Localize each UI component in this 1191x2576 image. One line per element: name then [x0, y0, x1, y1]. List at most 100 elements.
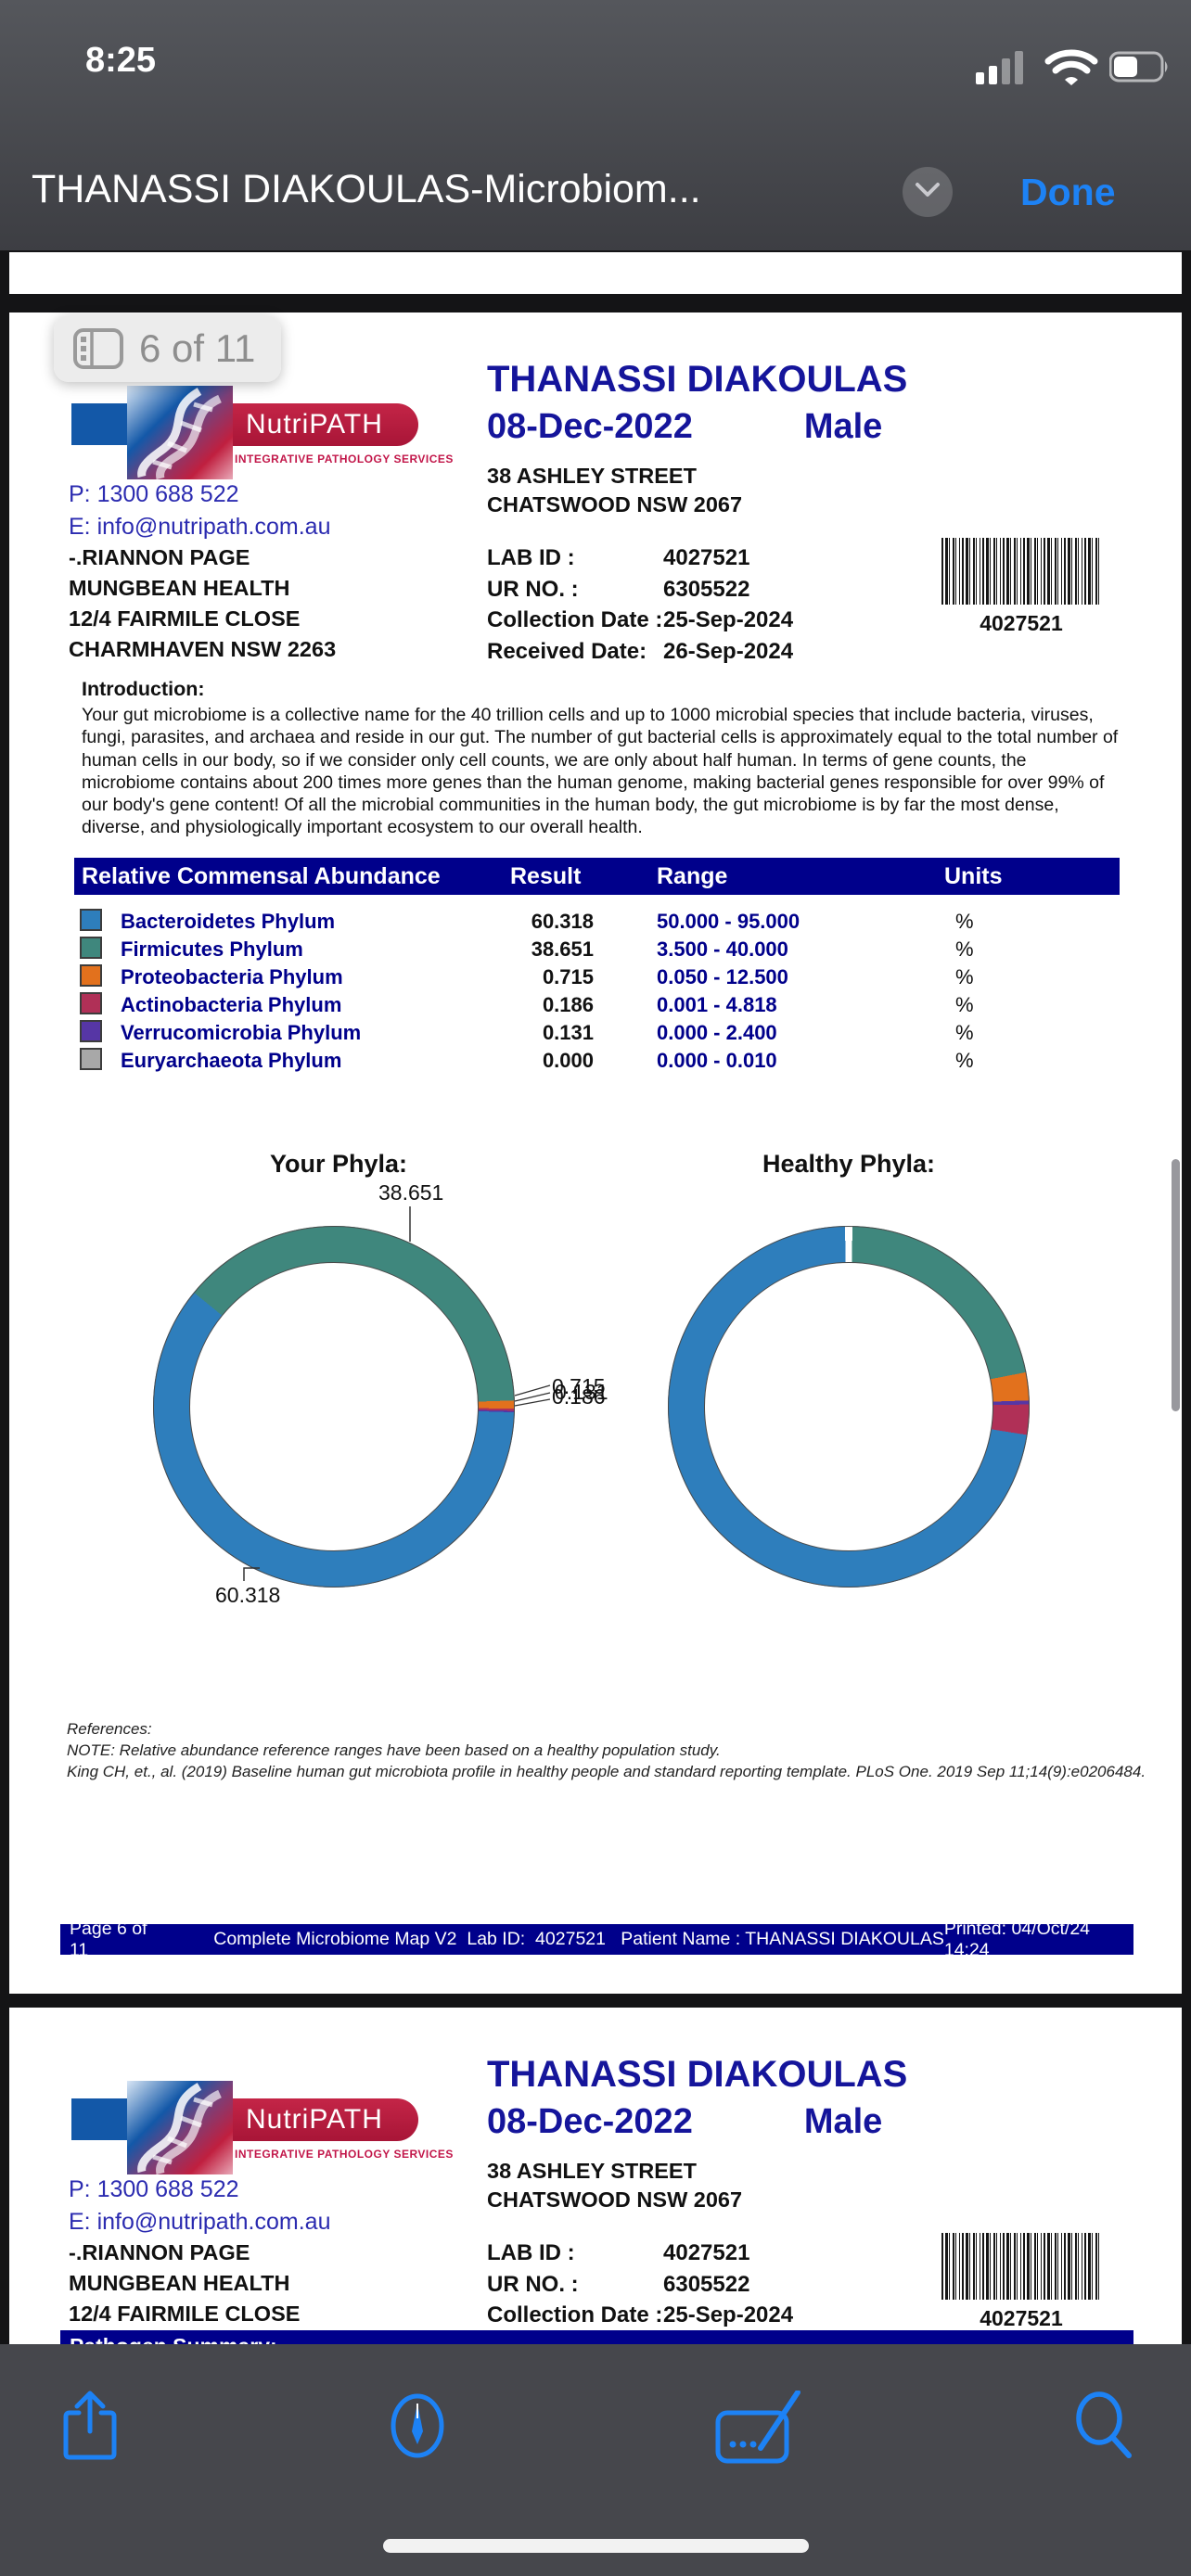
nutripath-tagline: INTEGRATIVE PATHOLOGY SERVICES — [235, 2148, 454, 2161]
abundance-table-header: Relative Commensal Abundance Result Rang… — [74, 858, 1120, 895]
lab-barcode — [941, 2233, 1101, 2300]
chevron-down-icon — [914, 181, 941, 204]
phylum-range: 3.500 - 40.000 — [657, 937, 788, 961]
phylum-result: 38.651 — [531, 937, 594, 961]
phylum-range: 0.000 - 2.400 — [657, 1021, 777, 1044]
report-header: NutriPATH INTEGRATIVE PATHOLOGY SERVICES… — [9, 2008, 1182, 2344]
phylum-units: % — [955, 937, 974, 961]
phylum-result: 0.000 — [542, 1049, 594, 1072]
scrollbar-thumb[interactable] — [1172, 1159, 1180, 1411]
report-page-6: NutriPATH INTEGRATIVE PATHOLOGY SERVICES… — [9, 312, 1182, 1994]
phylum-range: 50.000 - 95.000 — [657, 910, 800, 933]
introduction-body: Your gut microbiome is a collective name… — [82, 705, 1119, 838]
done-button[interactable]: Done — [1020, 171, 1116, 213]
your-phyla-title: Your Phyla: — [269, 1150, 408, 1178]
callout-verrucomicrobia: 0.131 — [555, 1380, 608, 1404]
lab-barcode-number: 4027521 — [980, 611, 1063, 635]
practitioner-address: -.RIANNON PAGE MUNGBEAN HEALTH 12/4 FAIR… — [69, 545, 337, 661]
lab-barcode — [941, 538, 1101, 605]
table-row: Firmicutes Phylum 38.651 3.500 - 40.000 … — [74, 936, 1120, 963]
battery-icon — [1108, 46, 1171, 92]
phylum-name: Bacteroidetes Phylum — [121, 910, 336, 933]
previous-page-bottom-edge — [9, 252, 1182, 294]
table-row: Verrucomicrobia Phylum 0.131 0.000 - 2.4… — [74, 1019, 1120, 1047]
phylum-name: Euryarchaeota Phylum — [121, 1049, 342, 1072]
patient-name: THANASSI DIAKOULAS — [487, 2054, 908, 2095]
patient-address-line2: CHATSWOOD NSW 2067 — [487, 492, 743, 516]
nutripath-logo-dna-icon — [127, 386, 233, 479]
phylum-result: 0.715 — [542, 965, 594, 988]
footer-doc-info: Complete Microbiome Map V2 Lab ID: 40275… — [213, 1929, 944, 1949]
status-and-nav-bar: 8:25 — [0, 0, 1191, 250]
phylum-range: 0.000 - 0.010 — [657, 1049, 777, 1072]
nutripath-tagline: INTEGRATIVE PATHOLOGY SERVICES — [235, 453, 454, 465]
lab-id-value: 4027521 — [663, 545, 750, 570]
nutripath-wordmark: NutriPATH — [233, 403, 418, 446]
report-header: NutriPATH INTEGRATIVE PATHOLOGY SERVICES… — [9, 312, 1182, 683]
lab-details: LAB ID :4027521 UR NO. :6305522 Collecti… — [487, 2240, 794, 2344]
footer-page: Page 6 of 11 — [70, 1918, 147, 1960]
report-page-7: NutriPATH INTEGRATIVE PATHOLOGY SERVICES… — [9, 2008, 1182, 2344]
table-row: Euryarchaeota Phylum 0.000 0.000 - 0.010… — [74, 1047, 1120, 1075]
phylum-color-swatch — [80, 1020, 102, 1042]
nutripath-wordmark: NutriPATH — [233, 2098, 418, 2141]
healthy-phyla-donut-chart — [668, 1226, 1030, 1588]
references-heading: References: — [67, 1720, 152, 1738]
title-menu-button[interactable] — [903, 167, 953, 217]
home-indicator[interactable] — [383, 2539, 809, 2553]
phylum-units: % — [955, 965, 974, 988]
phylum-units: % — [955, 910, 974, 933]
nutripath-logo-blue-rect — [71, 403, 127, 445]
patient-dob-sex: 08-Dec-2022 Male — [487, 407, 882, 447]
document-title: THANASSI DIAKOULAS-Microbiom... — [32, 167, 701, 211]
search-button[interactable] — [1071, 2391, 1136, 2466]
phylum-color-swatch — [80, 909, 102, 931]
phylum-name: Firmicutes Phylum — [121, 937, 303, 961]
patient-address-line1: 38 ASHLEY STREET — [487, 464, 697, 488]
phylum-color-swatch — [80, 1048, 102, 1070]
references-block: References: NOTE: Relative abundance ref… — [67, 1718, 1146, 1782]
lab-details: LAB ID :4027521 UR NO. :6305522 Collecti… — [487, 542, 793, 667]
your-phyla-donut-chart — [153, 1226, 515, 1588]
patient-name: THANASSI DIAKOULAS — [487, 359, 908, 400]
received-date-value: 26-Sep-2024 — [663, 638, 794, 664]
collection-date-value: 25-Sep-2024 — [663, 607, 794, 632]
phylum-range: 0.050 - 12.500 — [657, 965, 788, 988]
donut-hole — [704, 1262, 993, 1551]
donut-hole — [189, 1262, 479, 1551]
signature-button[interactable] — [714, 2390, 803, 2469]
patient-dob: 08-Dec-2022 — [487, 2102, 693, 2141]
abundance-table-rows: Bacteroidetes Phylum 60.318 50.000 - 95.… — [74, 908, 1120, 1075]
callout-firmicutes: 38.651 — [378, 1180, 444, 1205]
page-number-label: 6 of 11 — [139, 326, 256, 370]
patient-dob: 08-Dec-2022 — [487, 407, 693, 446]
introduction-heading: Introduction: — [82, 678, 205, 700]
share-button[interactable] — [60, 2391, 120, 2466]
nutripath-logo-blue-rect — [71, 2098, 127, 2140]
callout-actinobacteria: 0.186 — [552, 1384, 606, 1409]
references-citation: King CH, et., al. (2019) Baseline human … — [67, 1763, 1146, 1780]
phylum-color-swatch — [80, 992, 102, 1014]
footer-printed: Printed: 04/Oct/24 14:24 — [943, 1918, 1091, 1960]
patient-dob-sex: 08-Dec-2022 Male — [487, 2102, 882, 2142]
pathogen-summary-heading: Pathogen Summary: — [60, 2334, 277, 2344]
practitioner-address: -.RIANNON PAGE MUNGBEAN HEALTH 12/4 FAIR… — [69, 2240, 336, 2344]
markup-button[interactable] — [385, 2391, 450, 2466]
table-row: Actinobacteria Phylum 0.186 0.001 - 4.81… — [74, 991, 1120, 1019]
phylum-color-swatch — [80, 964, 102, 987]
patient-address-line2: CHATSWOOD NSW 2067 — [487, 2187, 743, 2212]
table-row: Proteobacteria Phylum 0.715 0.050 - 12.5… — [74, 963, 1120, 991]
status-time: 8:25 — [84, 41, 157, 80]
patient-address-line1: 38 ASHLEY STREET — [487, 2159, 697, 2183]
phylum-result: 60.318 — [531, 910, 594, 933]
callout-proteobacteria: 0.715 — [552, 1374, 606, 1398]
phylum-units: % — [955, 1049, 974, 1072]
page-number-badge[interactable]: 6 of 11 — [54, 315, 282, 382]
lab-barcode-number: 4027521 — [980, 2306, 1063, 2330]
lab-phone: P: 1300 688 522 — [69, 2176, 239, 2202]
cellular-signal-icon — [976, 46, 1033, 92]
callout-bacteroidetes: 60.318 — [215, 1583, 281, 1607]
report-footer-bar: Page 6 of 11 Complete Microbiome Map V2 … — [60, 1919, 1133, 1960]
phylum-units: % — [955, 1021, 974, 1044]
phylum-units: % — [955, 993, 974, 1016]
